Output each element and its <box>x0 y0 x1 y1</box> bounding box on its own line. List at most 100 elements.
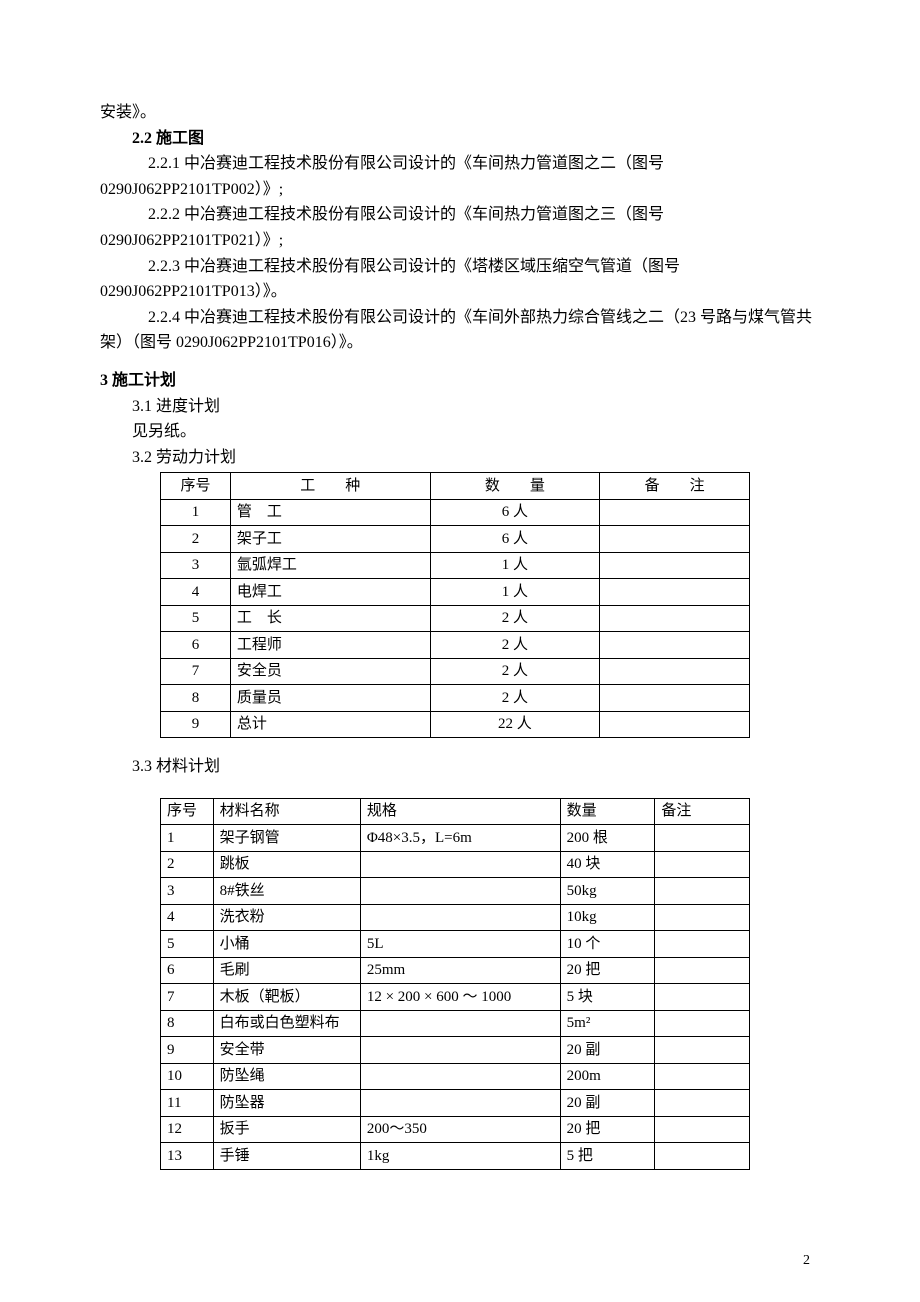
cell <box>600 658 750 685</box>
cell: 洗衣粉 <box>213 904 360 931</box>
th-remark: 备注 <box>655 798 750 825</box>
table-row: 6毛刷25mm20 把 <box>161 957 750 984</box>
cell: 架子钢管 <box>213 825 360 852</box>
heading-3-3: 3.3 材料计划 <box>100 754 820 780</box>
cell: 防坠器 <box>213 1090 360 1117</box>
th-spec: 规格 <box>360 798 560 825</box>
cell <box>600 632 750 659</box>
cell: 20 副 <box>560 1037 655 1064</box>
cell <box>655 931 750 958</box>
table-row: 9安全带 20 副 <box>161 1037 750 1064</box>
table-row: 5小桶5L10 个 <box>161 931 750 958</box>
cell: 1 <box>161 499 231 526</box>
cell <box>360 1090 560 1117</box>
heading-3: 3 施工计划 <box>100 368 820 394</box>
cell: 5 把 <box>560 1143 655 1170</box>
table-row: 8白布或白色塑料布5m² <box>161 1010 750 1037</box>
cell: 8 <box>161 685 231 712</box>
cell: 5m² <box>560 1010 655 1037</box>
cell: 12 <box>161 1116 214 1143</box>
cell: 200～350 <box>360 1116 560 1143</box>
cell: 安全带 <box>213 1037 360 1064</box>
cell: 架子工 <box>230 526 430 553</box>
cell <box>655 904 750 931</box>
cell: 5L <box>360 931 560 958</box>
cell: 9 <box>161 711 231 738</box>
heading-3-2: 3.2 劳动力计划 <box>100 445 820 471</box>
cell: 25mm <box>360 957 560 984</box>
cell: 20 把 <box>560 957 655 984</box>
cell: 7 <box>161 984 214 1011</box>
cell: 工 长 <box>230 605 430 632</box>
cell: 50kg <box>560 878 655 905</box>
cell: 6 <box>161 957 214 984</box>
cell <box>655 1143 750 1170</box>
material-plan-table: 序号 材料名称 规格 数量 备注 1架子钢管Φ48×3.5，L=6m200 根 … <box>160 798 750 1170</box>
th-qty: 数量 <box>560 798 655 825</box>
cell: 2 人 <box>430 632 600 659</box>
th-type: 工 种 <box>230 473 430 500</box>
table-header-row: 序号 材料名称 规格 数量 备注 <box>161 798 750 825</box>
cell: 22 人 <box>430 711 600 738</box>
th-seq: 序号 <box>161 798 214 825</box>
para-2-2-4: 2.2.4 中冶赛迪工程技术股份有限公司设计的《车间外部热力综合管线之二（23 … <box>100 305 820 356</box>
cell <box>655 1090 750 1117</box>
cell: 手锤 <box>213 1143 360 1170</box>
cell <box>600 552 750 579</box>
cell: 3 <box>161 878 214 905</box>
cell: 5 <box>161 931 214 958</box>
cell: 20 副 <box>560 1090 655 1117</box>
cell <box>360 904 560 931</box>
cell: 6 <box>161 632 231 659</box>
cell: 2 人 <box>430 685 600 712</box>
cell <box>655 878 750 905</box>
table-row: 38#铁丝50kg <box>161 878 750 905</box>
cell: 6 人 <box>430 499 600 526</box>
table-row: 13手锤1kg5 把 <box>161 1143 750 1170</box>
cell <box>600 685 750 712</box>
cell <box>600 605 750 632</box>
cell: 工程师 <box>230 632 430 659</box>
cell: 毛刷 <box>213 957 360 984</box>
cell <box>600 499 750 526</box>
labor-plan-table: 序号 工 种 数 量 备 注 1管 工6 人 2架子工6 人 3氩弧焊工1 人 … <box>160 472 750 738</box>
table-row: 2跳板40 块 <box>161 851 750 878</box>
table-row: 4洗衣粉10kg <box>161 904 750 931</box>
table-row: 2架子工6 人 <box>161 526 750 553</box>
table-row: 1架子钢管Φ48×3.5，L=6m200 根 <box>161 825 750 852</box>
cell: 1 人 <box>430 579 600 606</box>
cell: Φ48×3.5，L=6m <box>360 825 560 852</box>
para-2-2-1: 2.2.1 中冶赛迪工程技术股份有限公司设计的《车间热力管道图之二（图号 029… <box>100 151 820 202</box>
table-row: 7木板（靶板）12 × 200 × 600 ～ 10005 块 <box>161 984 750 1011</box>
cell: 8 <box>161 1010 214 1037</box>
cell: 10 个 <box>560 931 655 958</box>
th-seq: 序号 <box>161 473 231 500</box>
table-row: 9总计22 人 <box>161 711 750 738</box>
cell: 20 把 <box>560 1116 655 1143</box>
cell: 1 人 <box>430 552 600 579</box>
cell: 5 <box>161 605 231 632</box>
cell <box>600 579 750 606</box>
cell <box>655 984 750 1011</box>
cell: 9 <box>161 1037 214 1064</box>
para-2-2-3: 2.2.3 中冶赛迪工程技术股份有限公司设计的《塔楼区域压缩空气管道（图号 02… <box>100 254 820 305</box>
cell <box>360 878 560 905</box>
cell: 扳手 <box>213 1116 360 1143</box>
table-row: 6工程师2 人 <box>161 632 750 659</box>
cell: 木板（靶板） <box>213 984 360 1011</box>
table-header-row: 序号 工 种 数 量 备 注 <box>161 473 750 500</box>
cell: 2 人 <box>430 605 600 632</box>
cell: 电焊工 <box>230 579 430 606</box>
cell <box>655 1037 750 1064</box>
cell: 12 × 200 × 600 ～ 1000 <box>360 984 560 1011</box>
cell <box>655 1116 750 1143</box>
cell: 11 <box>161 1090 214 1117</box>
cell: 200m <box>560 1063 655 1090</box>
cell: 13 <box>161 1143 214 1170</box>
cell: 2 <box>161 851 214 878</box>
th-remark: 备 注 <box>600 473 750 500</box>
table-row: 8质量员2 人 <box>161 685 750 712</box>
table-row: 3氩弧焊工1 人 <box>161 552 750 579</box>
page-number: 2 <box>803 1250 810 1272</box>
para-3-1: 见另纸。 <box>100 419 820 445</box>
